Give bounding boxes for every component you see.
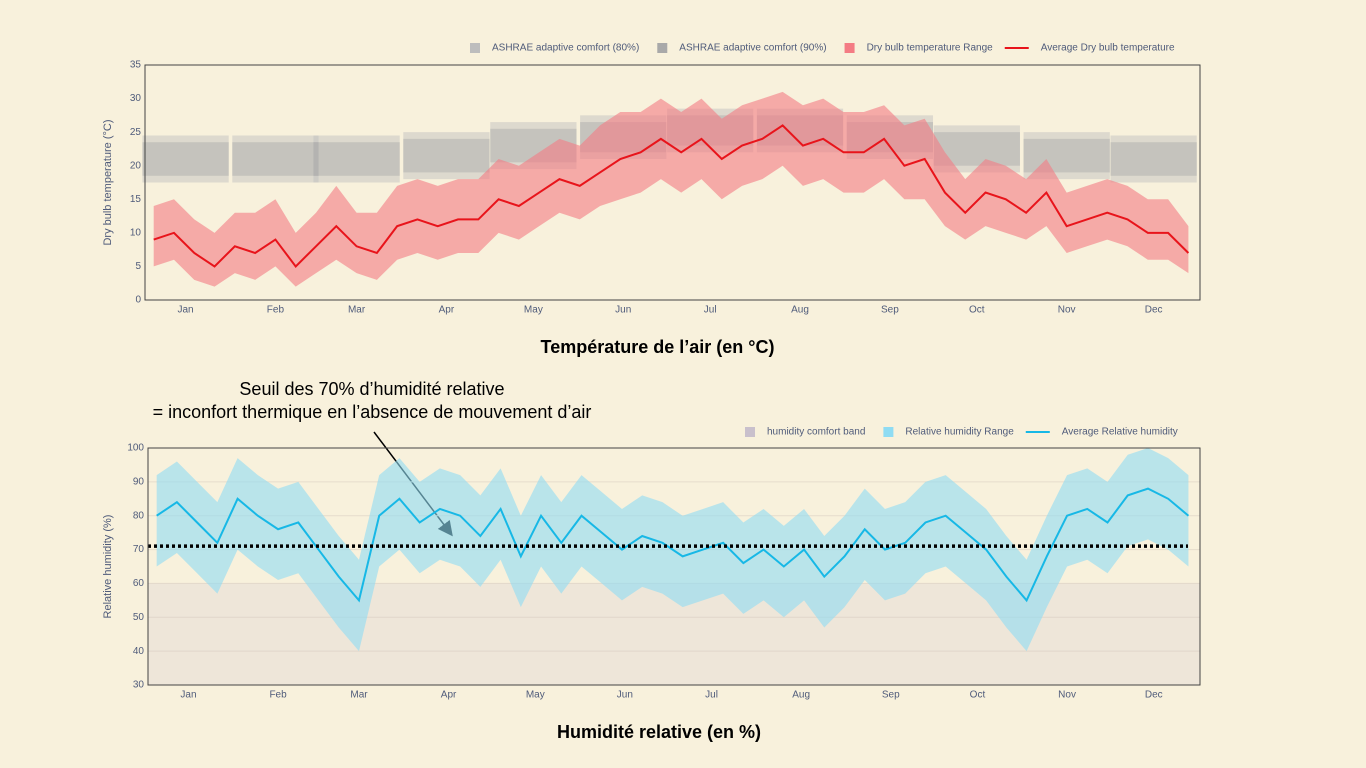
legend-label: Relative humidity Range (905, 427, 1014, 438)
x-tick-label: May (526, 690, 545, 701)
comfort-band (142, 135, 229, 183)
plot-frame (144, 64, 1201, 301)
legend-label: Average Dry bulb temperature (1041, 43, 1175, 54)
line (153, 124, 1190, 268)
x-tick-label: Dec (1145, 305, 1163, 316)
legend-label: humidity comfort band (767, 427, 865, 438)
comfort-band (313, 135, 400, 183)
y-tick-label: 30 (130, 93, 142, 104)
legend-swatch (745, 427, 755, 437)
comfort-band (403, 138, 490, 173)
x-tick-label: Jun (617, 690, 633, 701)
y-axis-label: Relative humidity (%) (102, 515, 114, 619)
y-tick-label: 0 (135, 295, 141, 306)
x-tick-label: Feb (269, 690, 287, 701)
comfort-band (403, 132, 490, 180)
y-tick-label: 5 (135, 261, 141, 272)
x-tick-label: Apr (439, 305, 455, 316)
chart-title: Température de l’air (en °C) (541, 337, 775, 357)
comfort-band (313, 142, 400, 176)
x-tick-label: Mar (350, 690, 368, 701)
y-axis-label: Dry bulb temperature (°C) (102, 119, 114, 245)
legend-label: ASHRAE adaptive comfort (80%) (492, 43, 639, 54)
y-tick-label: 20 (130, 160, 142, 171)
y-tick-label: 10 (130, 227, 142, 238)
line (156, 487, 1190, 603)
y-tick-label: 90 (133, 476, 145, 487)
legend-label: Dry bulb temperature Range (867, 43, 994, 54)
comfort-band (1110, 142, 1197, 176)
legend-label: ASHRAE adaptive comfort (90%) (679, 43, 826, 54)
range-area (153, 91, 1189, 287)
x-tick-label: Jul (704, 305, 717, 316)
y-tick-label: 100 (127, 443, 144, 454)
y-tick-label: 70 (133, 544, 145, 555)
comfort-band (1110, 135, 1197, 183)
comfort-band (232, 142, 319, 176)
y-tick-label: 25 (130, 127, 142, 138)
x-tick-label: Apr (441, 690, 457, 701)
x-tick-label: Sep (882, 690, 900, 701)
x-tick-label: Jul (705, 690, 718, 701)
x-tick-label: Oct (969, 305, 985, 316)
y-tick-label: 40 (133, 646, 145, 657)
y-tick-label: 15 (130, 194, 142, 205)
y-tick-label: 60 (133, 578, 145, 589)
x-tick-label: Nov (1058, 305, 1076, 316)
legend-swatch (883, 427, 894, 437)
x-tick-label: Feb (267, 305, 285, 316)
x-tick-label: Mar (348, 305, 366, 316)
x-tick-label: Aug (791, 305, 809, 316)
x-tick-label: Sep (881, 305, 899, 316)
plot-frame (147, 447, 1201, 686)
legend-swatch (657, 43, 668, 53)
y-tick-label: 80 (133, 510, 145, 521)
y-tick-label: 35 (130, 60, 142, 71)
comfort-band (142, 142, 229, 176)
comfort-band (1023, 138, 1110, 173)
x-tick-label: Jun (615, 305, 631, 316)
x-tick-label: Dec (1145, 690, 1163, 701)
annotation-line: = inconfort thermique en l’absence de mo… (153, 402, 592, 422)
y-tick-label: 30 (133, 680, 145, 691)
legend-label: Average Relative humidity (1062, 427, 1178, 438)
x-tick-label: Nov (1058, 690, 1076, 701)
x-tick-label: Jan (180, 690, 196, 701)
annotation-line: Seuil des 70% d’humidité relative (239, 379, 504, 399)
legend-swatch (844, 43, 855, 53)
chart-title: Humidité relative (en %) (557, 722, 761, 742)
comfort-band (232, 135, 319, 183)
x-tick-label: Oct (970, 690, 986, 701)
y-tick-label: 50 (133, 612, 145, 623)
x-tick-label: Jan (178, 305, 194, 316)
legend-swatch (470, 43, 480, 53)
x-tick-label: May (524, 305, 543, 316)
x-tick-label: Aug (792, 690, 810, 701)
